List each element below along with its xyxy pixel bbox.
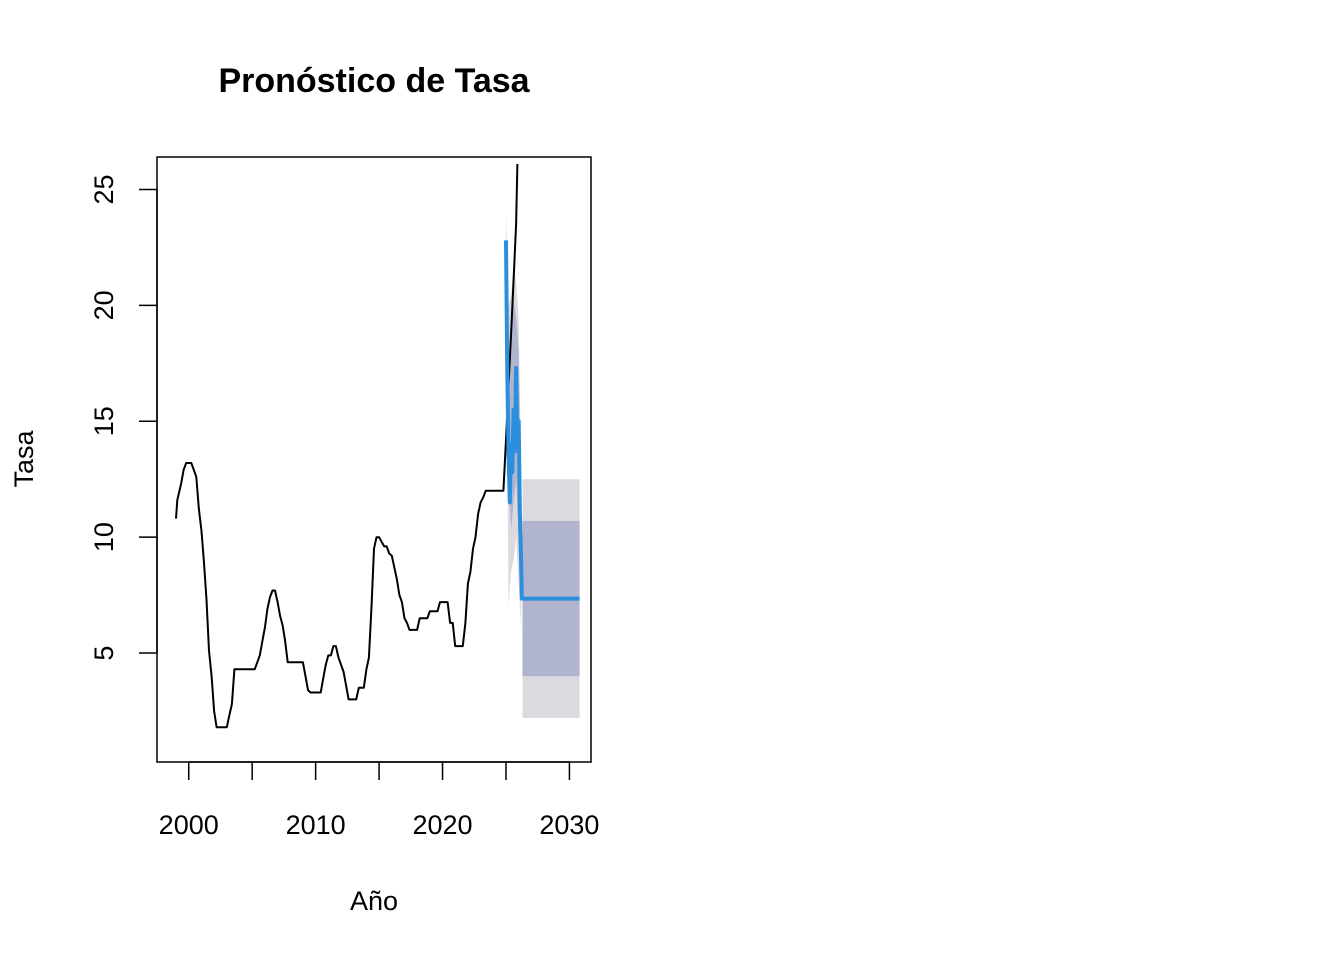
x-axis: 2000 2010 2020 2030 bbox=[159, 761, 599, 840]
y-axis-label: Tasa bbox=[9, 430, 39, 488]
x-axis-label: Año bbox=[350, 886, 398, 916]
history-line bbox=[175, 163, 519, 729]
x-tick-label: 2010 bbox=[286, 810, 346, 840]
y-tick-label: 10 bbox=[89, 522, 119, 552]
series-lines bbox=[175, 163, 580, 729]
y-axis: 5 10 15 20 25 bbox=[89, 174, 158, 661]
x-tick-label: 2020 bbox=[412, 810, 472, 840]
x-tick-label: 2030 bbox=[539, 810, 599, 840]
y-tick-label: 5 bbox=[89, 646, 119, 661]
y-tick-label: 25 bbox=[89, 174, 119, 204]
y-tick-label: 15 bbox=[89, 406, 119, 436]
x-tick-label: 2000 bbox=[159, 810, 219, 840]
confidence-bands bbox=[505, 212, 580, 718]
y-tick-label: 20 bbox=[89, 290, 119, 320]
chart-title: Pronóstico de Tasa bbox=[218, 62, 530, 100]
forecast-line bbox=[504, 240, 580, 601]
